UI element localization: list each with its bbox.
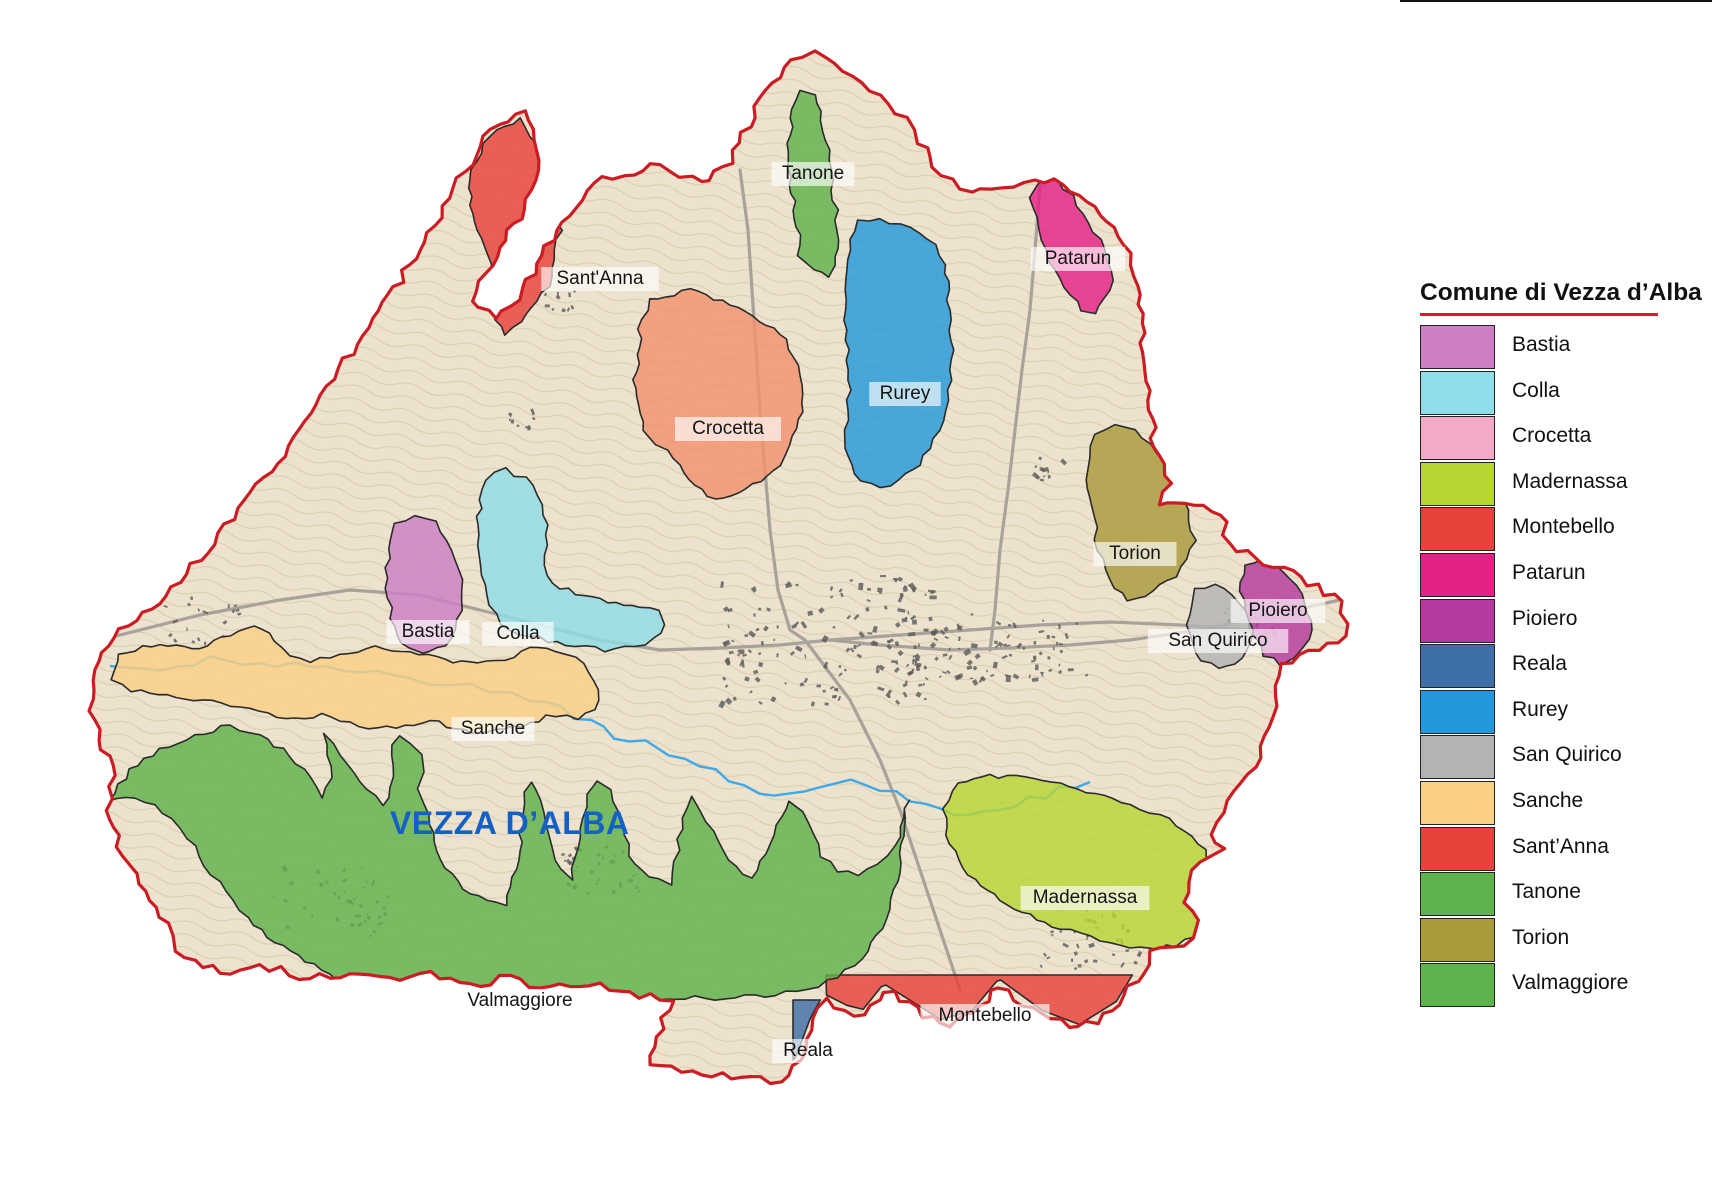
- svg-text:Valmaggiore: Valmaggiore: [467, 990, 572, 1011]
- svg-text:Pioiero: Pioiero: [1248, 600, 1307, 621]
- svg-text:Tanone: Tanone: [782, 163, 844, 184]
- svg-text:Patarun: Patarun: [1045, 248, 1112, 269]
- svg-text:Colla: Colla: [496, 623, 540, 644]
- svg-text:Rurey: Rurey: [880, 383, 931, 404]
- svg-text:VEZZA D’ALBA: VEZZA D’ALBA: [390, 805, 629, 841]
- svg-text:Montebello: Montebello: [939, 1005, 1032, 1026]
- svg-text:Madernassa: Madernassa: [1033, 887, 1138, 908]
- svg-text:Sanche: Sanche: [461, 718, 525, 739]
- svg-text:Torion: Torion: [1109, 543, 1161, 564]
- svg-text:Crocetta: Crocetta: [692, 418, 764, 439]
- svg-text:Sant'Anna: Sant'Anna: [556, 268, 644, 289]
- svg-text:Bastia: Bastia: [402, 621, 455, 642]
- svg-text:Reala: Reala: [783, 1040, 833, 1061]
- svg-text:San Quirico: San Quirico: [1168, 630, 1267, 651]
